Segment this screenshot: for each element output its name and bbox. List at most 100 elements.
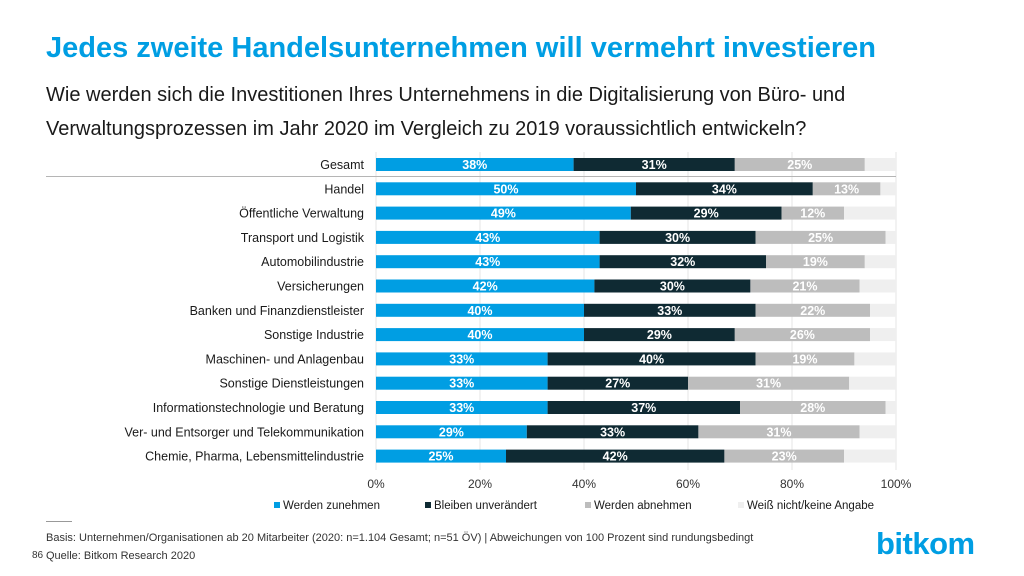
bar-segment — [376, 376, 548, 390]
bar-segment — [766, 255, 865, 269]
data-label: 33% — [449, 377, 474, 391]
bar-segment — [547, 376, 688, 390]
bar-segment — [630, 206, 782, 220]
bar-segment — [740, 401, 886, 414]
data-label: 40% — [467, 304, 492, 318]
bar-segment — [755, 352, 855, 366]
bar-segment — [376, 206, 631, 220]
category-label: Informationstechnologie und Beratung — [153, 401, 364, 415]
data-label: 43% — [475, 255, 500, 269]
bar-segment — [750, 279, 860, 293]
x-tick-label: 80% — [780, 477, 804, 491]
category-label: Transport und Logistik — [241, 231, 365, 245]
bitkom-logo: bitkom — [876, 526, 975, 561]
bar-segment — [636, 182, 813, 196]
data-label: 42% — [473, 280, 498, 294]
page-subtitle: Wie werden sich die Investitionen Ihres … — [46, 78, 946, 146]
data-label: 49% — [491, 207, 516, 221]
data-label: 25% — [808, 231, 833, 245]
bar-segment — [734, 158, 865, 171]
category-label: Versicherungen — [277, 280, 364, 294]
category-label: Sonstige Dienstleistungen — [219, 377, 364, 391]
bar-segment — [849, 376, 896, 390]
page-number: 86 — [32, 550, 44, 561]
data-label: 33% — [657, 304, 682, 318]
bar-segment — [599, 255, 766, 269]
category-label: Banken und Finanzdienstleister — [190, 304, 364, 318]
subtitle-line-2: Verwaltungsprozessen im Jahr 2020 im Ver… — [46, 118, 807, 140]
subtitle-line-1: Wie werden sich die Investitionen Ihres … — [46, 84, 846, 106]
page-title: Jedes zweite Handelsunternehmen will ver… — [46, 32, 877, 64]
legend-swatch — [738, 502, 744, 508]
data-label: 29% — [439, 425, 464, 439]
bar-segment — [864, 255, 896, 269]
data-label: 30% — [660, 280, 685, 294]
data-label: 19% — [792, 352, 817, 366]
data-label: 34% — [712, 182, 737, 196]
bar-segment — [864, 158, 896, 171]
category-label: Handel — [324, 182, 364, 196]
bar-segment — [755, 230, 886, 244]
category-label: Öffentliche Verwaltung — [239, 207, 364, 221]
legend-label: Weiß nicht/keine Angabe — [747, 500, 874, 512]
data-label: 31% — [642, 158, 667, 172]
bar-segment — [698, 425, 860, 439]
legend-swatch — [585, 502, 591, 508]
legend-label: Bleiben unverändert — [434, 500, 538, 512]
x-tick-label: 20% — [468, 477, 492, 491]
bar-segment — [584, 303, 756, 317]
data-label: 38% — [462, 158, 487, 172]
bar-segment — [376, 255, 600, 269]
data-label: 22% — [800, 304, 825, 318]
data-label: 33% — [449, 352, 474, 366]
category-label: Maschinen- und Anlagenbau — [206, 352, 365, 366]
category-label: Chemie, Pharma, Lebensmittelindustrie — [145, 450, 364, 464]
bar-segment — [376, 182, 636, 196]
data-label: 42% — [603, 450, 628, 464]
bar-segment — [376, 401, 548, 414]
data-label: 29% — [647, 328, 672, 342]
x-tick-label: 60% — [676, 477, 700, 491]
legend-label: Werden abnehmen — [594, 500, 692, 512]
data-label: 12% — [800, 207, 825, 221]
x-tick-label: 100% — [881, 477, 912, 491]
data-label: 31% — [756, 377, 781, 391]
bar-segment — [547, 352, 756, 366]
source-note: Quelle: Bitkom Research 2020 — [46, 550, 196, 562]
category-label: Automobilindustrie — [261, 255, 364, 269]
bar-segment — [599, 230, 756, 244]
bar-segment — [688, 376, 850, 390]
data-label: 33% — [449, 401, 474, 415]
data-label: 32% — [670, 255, 695, 269]
bar-segment — [376, 230, 600, 244]
x-tick-label: 40% — [572, 477, 596, 491]
data-label: 13% — [834, 182, 859, 196]
footnote-divider — [46, 521, 72, 522]
category-label: Ver- und Entsorger und Telekommunikation — [125, 425, 365, 439]
legend-label: Werden zunehmen — [283, 500, 380, 512]
bar-segment — [870, 303, 896, 317]
bar-segment — [870, 328, 896, 342]
data-label: 40% — [639, 352, 664, 366]
data-label: 25% — [428, 450, 453, 464]
bar-segment — [885, 230, 896, 244]
data-label: 21% — [792, 280, 817, 294]
bar-segment — [573, 158, 735, 171]
bar-segment — [812, 182, 881, 196]
data-label: 33% — [600, 425, 625, 439]
basis-note: Basis: Unternehmen/Organisationen ab 20 … — [46, 532, 754, 544]
x-tick-label: 0% — [367, 477, 385, 491]
bar-segment — [844, 449, 896, 463]
bar-segment — [376, 425, 527, 439]
legend-swatch — [274, 502, 280, 508]
bar-segment — [376, 352, 548, 366]
bar-segment — [880, 182, 896, 196]
bar-segment — [376, 449, 506, 463]
bar-segment — [376, 328, 584, 342]
data-label: 50% — [493, 182, 518, 196]
bar-segment — [724, 449, 844, 463]
data-label: 28% — [800, 401, 825, 415]
data-label: 31% — [766, 425, 791, 439]
category-label: Sonstige Industrie — [264, 328, 364, 342]
